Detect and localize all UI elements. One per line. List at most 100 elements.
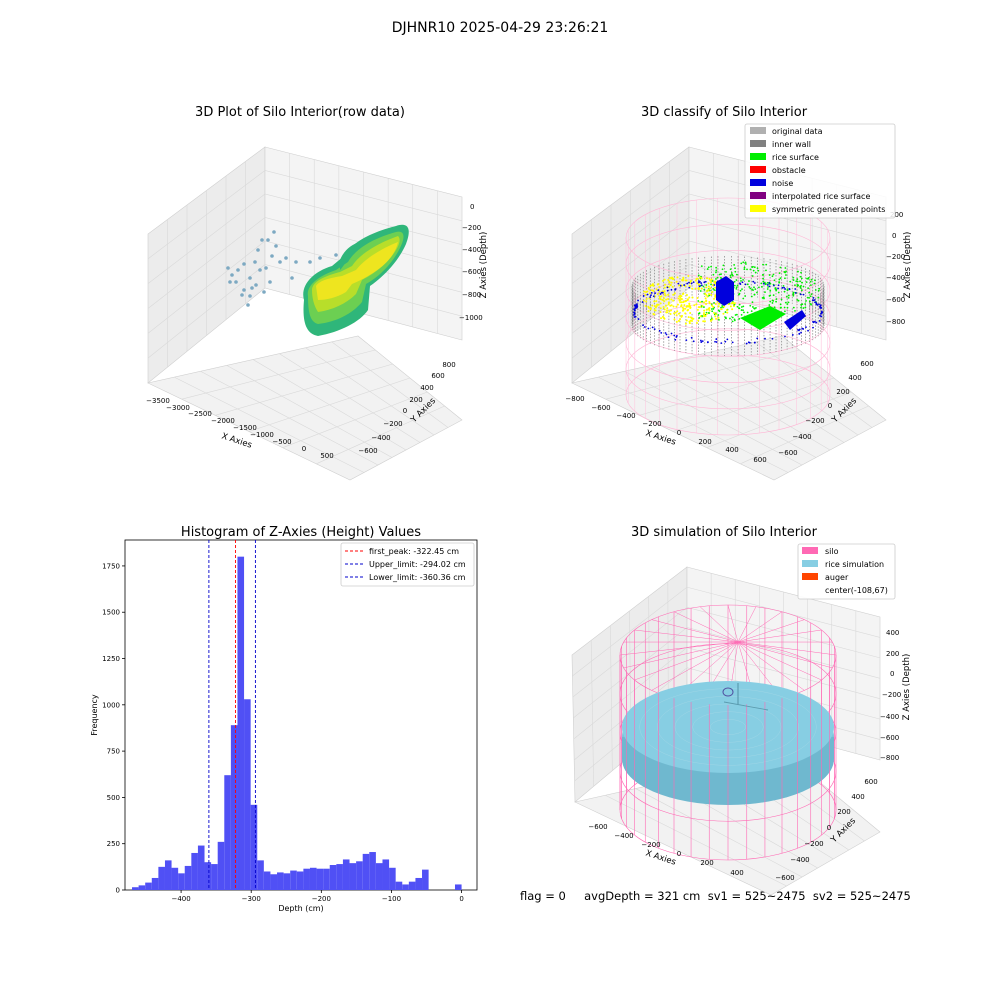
rice-surface-point	[796, 299, 799, 301]
rice-surface-point	[766, 281, 769, 284]
rice-surface-point	[742, 278, 744, 281]
symmetric-point	[685, 279, 688, 282]
symmetric-point	[669, 309, 672, 312]
p2-gridlines	[571, 153, 887, 473]
p1-xtick: −3500	[146, 397, 170, 405]
symmetric-point	[663, 292, 666, 295]
symmetric-point	[700, 287, 703, 290]
rice-surface-point	[762, 263, 764, 266]
gridline	[181, 349, 376, 400]
legend-swatch	[802, 573, 818, 580]
gridline	[635, 788, 803, 878]
symmetric-point	[684, 322, 687, 325]
p2-xtick: −200	[642, 420, 661, 428]
rice-surface-point	[773, 279, 776, 282]
symmetric-point	[669, 304, 672, 307]
gridline	[282, 391, 428, 448]
noise-point	[777, 287, 779, 290]
symmetric-point	[714, 286, 717, 289]
noise-point	[652, 295, 655, 298]
p2-xtick: −600	[591, 404, 610, 412]
rice-surface-point	[702, 285, 705, 288]
symmetric-point	[648, 288, 651, 291]
p2-data-points	[625, 197, 831, 436]
noise-point	[788, 288, 791, 291]
rice-surface-point	[740, 313, 743, 316]
rice-surface-point	[710, 308, 713, 310]
y-tick-label: 1000	[102, 701, 120, 709]
rice-surface-point	[773, 306, 776, 309]
symmetric-point	[675, 314, 678, 317]
legend-label: rice surface	[772, 153, 819, 162]
symmetric-point	[666, 307, 669, 310]
p4-ytick: 400	[851, 793, 864, 801]
rice-surface-point	[712, 308, 715, 310]
rice-surface-point	[779, 306, 782, 309]
rice-surface-point	[794, 309, 796, 312]
noise-point	[798, 332, 801, 335]
legend-swatch	[750, 179, 766, 186]
symmetric-point	[662, 279, 665, 282]
p2-ztick: −200	[886, 253, 905, 261]
symmetric-point	[649, 307, 652, 310]
p2-xtick: −400	[616, 412, 635, 420]
rice-surface-point	[724, 311, 727, 313]
silo-roof-spoke	[737, 641, 822, 681]
p3-ylabel: Frequency	[90, 694, 99, 736]
p1-floor-pane	[147, 335, 463, 481]
symmetric-point	[663, 300, 666, 303]
symmetric-point	[711, 284, 714, 287]
raw-point	[270, 254, 274, 258]
symmetric-point	[712, 305, 715, 308]
p2-xtick: 200	[698, 438, 711, 446]
rice-surface-point	[715, 271, 717, 274]
symmetric-point	[680, 305, 683, 308]
legend-label: center(-108,67)	[825, 586, 888, 595]
p1-ytick: 200	[409, 396, 422, 404]
histogram-bar	[277, 872, 284, 890]
p4-legend-items: silo rice simulation auger center(-108,67)	[802, 547, 888, 595]
histogram-bar	[402, 884, 409, 890]
symmetric-point	[705, 312, 708, 315]
silo-roof-spoke	[737, 641, 805, 691]
gridline	[740, 405, 869, 465]
symmetric-point	[713, 311, 716, 314]
rice-surface-point	[768, 295, 771, 297]
noise-point	[744, 283, 747, 286]
p4-ytick: 0	[827, 824, 831, 832]
symmetric-point	[664, 304, 667, 307]
p4-ztick: −200	[882, 691, 901, 699]
noise-point	[690, 336, 693, 339]
p3-x-ticks: −400 −300 −200 −100 0	[171, 890, 464, 903]
rice-surface-point	[718, 310, 721, 313]
p4-y-ticks: −600 −400 −200 0 200 400 600	[775, 778, 877, 882]
rice-surface-point	[741, 288, 743, 290]
rice-surface-point	[771, 302, 774, 304]
symmetric-point	[659, 298, 662, 301]
noise-point	[704, 280, 707, 283]
noise-point	[634, 307, 637, 310]
rice-surface-point	[715, 269, 718, 272]
noise-point	[660, 332, 663, 334]
rice-surface-point	[729, 274, 732, 277]
panel-classify-3d: 3D classify of Silo Interior −800 −600 −…	[565, 105, 913, 481]
noise-point	[701, 340, 704, 342]
gridline	[639, 363, 817, 416]
symmetric-point	[663, 317, 666, 320]
symmetric-point	[668, 310, 671, 313]
noise-point	[688, 286, 691, 289]
raw-point	[294, 260, 298, 264]
symmetric-point	[664, 283, 667, 286]
legend-label: Upper_limit: -294.02 cm	[369, 560, 466, 569]
noise-point	[714, 340, 716, 343]
rice-surface-point	[801, 281, 803, 284]
x-tick-label: −200	[312, 895, 331, 903]
p1-ztick: −1000	[459, 314, 483, 322]
symmetric-point	[677, 297, 680, 300]
rice-surface-point	[805, 299, 807, 302]
rice-surface-point	[792, 276, 795, 279]
rice-surface-point	[787, 296, 790, 299]
raw-point	[230, 273, 234, 277]
symmetric-point	[684, 312, 687, 315]
symmetric-point	[699, 315, 702, 318]
